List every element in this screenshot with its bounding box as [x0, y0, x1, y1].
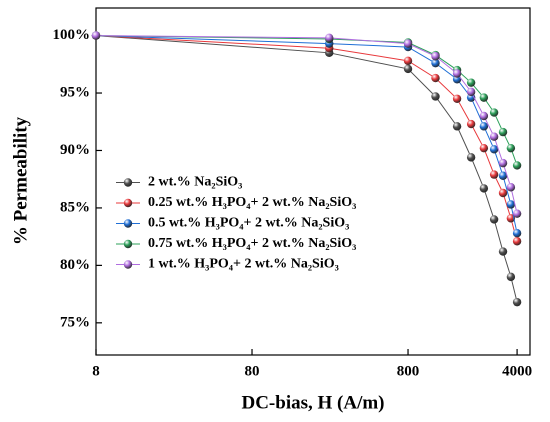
data-point [452, 75, 462, 84]
data-point [431, 58, 440, 68]
data-point [512, 161, 522, 170]
legend-marker [123, 260, 133, 269]
x-tick-label: 8 [92, 363, 100, 379]
data-point [489, 170, 499, 179]
y-tick-label: 95% [60, 84, 90, 100]
data-point [479, 184, 489, 193]
data-point [489, 145, 499, 154]
legend-label: 0.75 wt.% H₃PO₄+ 2 wt.% Na₂SiO₃ [148, 236, 356, 251]
y-tick-label: 75% [60, 314, 90, 330]
data-point [489, 132, 499, 141]
data-point [452, 122, 462, 131]
y-axis-label: % Permeability [10, 116, 31, 245]
legend-marker [123, 239, 133, 249]
data-point [512, 229, 522, 238]
legend-marker [123, 219, 133, 228]
legend-marker [123, 198, 133, 208]
data-point [466, 119, 476, 129]
data-point [498, 171, 508, 180]
data-point [91, 31, 101, 40]
data-point [506, 183, 516, 192]
data-point [403, 39, 413, 48]
x-axis-label: DC-bias, H (A/m) [241, 392, 384, 413]
data-point [479, 122, 489, 131]
data-point [512, 237, 522, 246]
legend-label: 0.25 wt.% H₃PO₄+ 2 wt.% Na₂SiO₃ [148, 195, 356, 210]
y-tick-label: 80% [60, 257, 90, 273]
data-point [498, 247, 508, 256]
data-point [506, 200, 516, 209]
data-point [498, 158, 508, 168]
data-point [452, 69, 462, 78]
data-point [506, 143, 516, 153]
data-point [431, 73, 440, 83]
data-point [489, 108, 499, 117]
data-point [431, 92, 440, 101]
data-point [431, 52, 440, 61]
data-point [498, 188, 508, 198]
data-point [403, 56, 413, 66]
series-line [95, 35, 518, 242]
data-point [452, 94, 462, 103]
legend-label: 0.5 wt.% H₃PO₄+ 2 wt.% Na₂SiO₃ [148, 216, 349, 231]
legend-marker [123, 178, 133, 187]
data-point [479, 93, 489, 102]
data-point [479, 143, 489, 153]
data-point [466, 153, 476, 162]
legend-label: 2 wt.% Na₂SiO₃ [148, 175, 242, 190]
y-tick-label: 90% [60, 142, 90, 158]
legend-label: 1 wt.% H₃PO₄+ 2 wt.% Na₂SiO₃ [148, 257, 339, 272]
plot-frame [95, 7, 531, 356]
x-tick-label: 4000 [502, 363, 532, 379]
data-point [479, 111, 489, 121]
data-point [512, 209, 522, 218]
data-point [512, 297, 522, 307]
data-point [506, 272, 516, 282]
data-point [403, 64, 413, 74]
data-point [325, 33, 334, 43]
data-point [466, 78, 476, 87]
data-point [498, 127, 508, 137]
y-tick-label: 85% [60, 199, 90, 215]
y-tick-label: 100% [53, 27, 91, 43]
data-point [466, 87, 476, 97]
x-tick-label: 800 [397, 363, 420, 379]
data-point [489, 215, 499, 224]
x-tick-label: 80 [245, 363, 260, 379]
